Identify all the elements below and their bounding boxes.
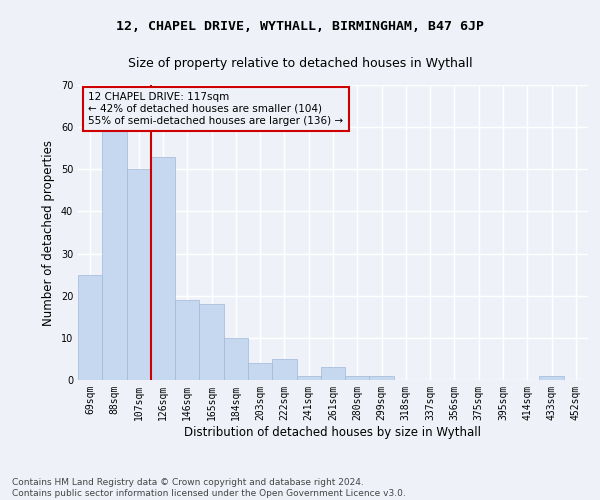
Bar: [345, 376, 370, 380]
Bar: [102, 132, 127, 380]
X-axis label: Distribution of detached houses by size in Wythall: Distribution of detached houses by size …: [185, 426, 482, 438]
Bar: [78, 274, 102, 380]
Bar: [199, 304, 224, 380]
Text: Size of property relative to detached houses in Wythall: Size of property relative to detached ho…: [128, 58, 472, 70]
Bar: [224, 338, 248, 380]
Bar: [321, 368, 345, 380]
Bar: [248, 363, 272, 380]
Bar: [127, 170, 151, 380]
Bar: [539, 376, 564, 380]
Bar: [296, 376, 321, 380]
Bar: [272, 359, 296, 380]
Text: 12 CHAPEL DRIVE: 117sqm
← 42% of detached houses are smaller (104)
55% of semi-d: 12 CHAPEL DRIVE: 117sqm ← 42% of detache…: [88, 92, 343, 126]
Text: Contains HM Land Registry data © Crown copyright and database right 2024.
Contai: Contains HM Land Registry data © Crown c…: [12, 478, 406, 498]
Bar: [175, 300, 199, 380]
Bar: [151, 156, 175, 380]
Bar: [370, 376, 394, 380]
Text: 12, CHAPEL DRIVE, WYTHALL, BIRMINGHAM, B47 6JP: 12, CHAPEL DRIVE, WYTHALL, BIRMINGHAM, B…: [116, 20, 484, 33]
Y-axis label: Number of detached properties: Number of detached properties: [42, 140, 55, 326]
